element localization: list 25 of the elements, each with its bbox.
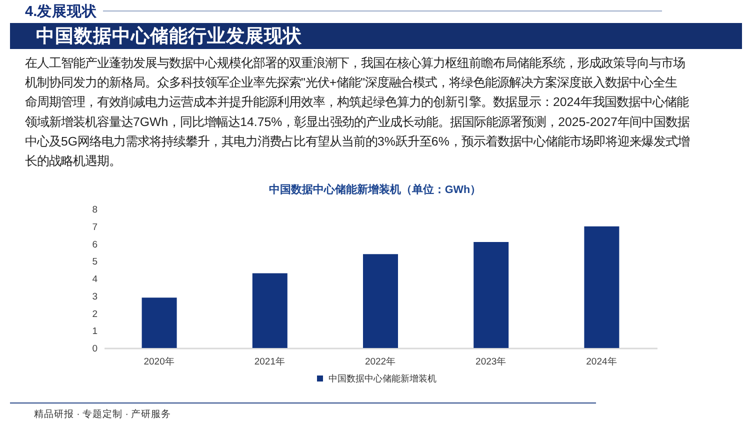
x-tick-label: 2023年	[476, 356, 507, 368]
y-tick-label: 8	[92, 204, 98, 216]
chart-title: 中国数据中心储能新增装机（单位：GWh）	[268, 183, 482, 196]
text: 中国数据中心储能行业发展现状	[36, 25, 303, 46]
y-tick-label: 6	[92, 239, 98, 250]
bar	[142, 298, 177, 348]
x-tick-label: 2021年	[254, 356, 286, 368]
x-tick-label: 2020年	[144, 356, 175, 368]
x-tick-label: 2024年	[586, 356, 618, 368]
text: 在人工智能产业蓬勃发展与数据中心规模化部署的双重浪潮下，我国在核心算力枢纽前瞻布局储能系统，形成政策导向与市场机制协同发力的新格局。众多科技领军企业率先探索"光伏+储能"深度融合模式，将绿色能源解决方案深度嵌入数据中心全生命周期管理，有效削减电力运营成本并提升能源利用效率，构筑起绿色算力的创新引擎。数据显示：2024年我国数据中心储能领域新增装机容量达7GWh，同比增幅达14.75%，彰显出强劲的产业成长动能。据国际能源署预测，2025-2027年间中国数据中心及5G网络电力需求将持续攀升，其电力消费占比有望从当前的3%跃升至6%，预示着数据中心储能市场即将迎来爆发式增长的战略机遇期。	[25, 56, 690, 168]
text: 4.发展现状	[25, 3, 98, 20]
text: 精品研报 · 专题定制 · 产研服务	[34, 408, 172, 420]
y-tick-label: 2	[92, 308, 98, 320]
x-tick-label: 2022年	[364, 356, 396, 368]
y-tick-label: 7	[92, 222, 98, 233]
bar	[584, 226, 620, 348]
y-tick-label: 5	[92, 256, 98, 268]
y-tick-label: 1	[92, 326, 98, 338]
legend-label: 中国数据中心储能新增装机	[328, 374, 436, 384]
y-tick-label: 3	[92, 291, 98, 302]
bar	[474, 242, 509, 348]
bar	[252, 273, 288, 348]
bar	[363, 254, 398, 348]
y-tick-label: 4	[92, 274, 98, 285]
y-tick-label: 0	[92, 344, 98, 354]
